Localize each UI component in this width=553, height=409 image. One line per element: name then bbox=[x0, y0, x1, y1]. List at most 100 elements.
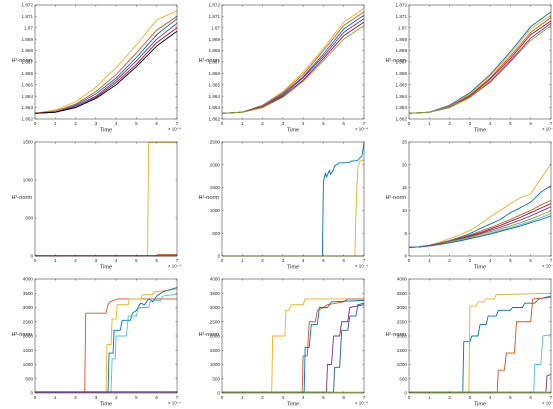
chart-panel-6: 0 1 2 3 4 5 6 7 0 5 10 15 20 25 Time × 10⁻⁴ H¹-norm bbox=[385, 140, 553, 271]
y-tick-label: 3500 bbox=[397, 291, 408, 296]
y-tick-label: 2500 bbox=[397, 319, 408, 324]
y-tick-label: 1.869 bbox=[209, 37, 221, 42]
series-line-8-4 bbox=[222, 304, 365, 393]
series-line-1-3 bbox=[34, 18, 178, 114]
y-tick-label: 1500 bbox=[210, 348, 221, 353]
chart-panel-9: 0 1 2 3 4 5 6 7 0 500 1000 1500 2000 2500 3000 3500 4000… bbox=[385, 277, 553, 408]
x-tick-label: 0 bbox=[221, 395, 224, 400]
x-axis-label: Time bbox=[287, 402, 299, 408]
x-tick-label: 7 bbox=[550, 395, 553, 400]
y-tick-label: 4000 bbox=[397, 277, 408, 282]
x-tick-label: 4 bbox=[302, 258, 305, 263]
y-tick-label: 1000 bbox=[23, 178, 34, 183]
axes-frame bbox=[221, 141, 365, 257]
y-tick-label: 500 bbox=[212, 376, 220, 381]
y-tick-label: 1.865 bbox=[396, 82, 408, 87]
chart-panel-4: 0 1 2 3 4 5 6 7 0 500 1000 1500 Time × 10⁻⁴ H¹-norm bbox=[11, 140, 181, 271]
y-tick-label: 2000 bbox=[210, 162, 221, 167]
series-line-8-3 bbox=[222, 299, 365, 393]
y-tick-label: 1000 bbox=[397, 362, 408, 367]
x-tick-label: 7 bbox=[363, 258, 366, 263]
y-tick-label: 1.862 bbox=[22, 117, 34, 122]
x-tick-label: 6 bbox=[529, 258, 532, 263]
y-tick-label: 1000 bbox=[210, 362, 221, 367]
y-tick-label: 1.867 bbox=[22, 60, 34, 65]
y-tick-label: 1000 bbox=[210, 208, 221, 213]
x-axis-multiplier: × 10⁻⁴ bbox=[355, 264, 368, 269]
y-tick-label: 3000 bbox=[23, 305, 34, 310]
chart-panel-3: 0 1 2 3 4 5 6 7 1.862 1.863 1.864 1.865 1.866 1.867 1.… bbox=[385, 3, 553, 134]
y-tick-label: 0 bbox=[30, 254, 33, 259]
x-tick-label: 2 bbox=[448, 121, 451, 126]
x-axis-multiplier: × 10⁻⁴ bbox=[355, 401, 368, 406]
series-line-2-5 bbox=[221, 21, 365, 114]
x-tick-label: 6 bbox=[155, 121, 158, 126]
x-tick-label: 2 bbox=[74, 121, 77, 126]
series-line-9-3 bbox=[409, 297, 552, 393]
x-tick-label: 6 bbox=[155, 395, 158, 400]
chart-panel-1: 0 1 2 3 4 5 6 7 1.862 1.863 1.864 1.865 1.866 1.867 1.… bbox=[11, 3, 181, 134]
series-line-8-1 bbox=[222, 298, 364, 393]
x-tick-label: 1 bbox=[241, 258, 244, 263]
x-tick-label: 7 bbox=[550, 121, 553, 126]
y-tick-label: 5 bbox=[404, 231, 407, 236]
series-line-2-2 bbox=[221, 11, 365, 114]
y-tick-label: 1.867 bbox=[396, 60, 408, 65]
y-tick-label: 1.864 bbox=[209, 94, 221, 99]
x-tick-label: 6 bbox=[155, 258, 158, 263]
y-tick-label: 0 bbox=[404, 254, 407, 259]
series-line-3-2 bbox=[408, 14, 552, 114]
y-tick-label: 2000 bbox=[23, 334, 34, 339]
series-line-7-1 bbox=[35, 298, 177, 393]
x-tick-label: 7 bbox=[363, 395, 366, 400]
y-tick-label: 1.864 bbox=[396, 94, 408, 99]
x-tick-label: 0 bbox=[221, 121, 224, 126]
x-tick-label: 3 bbox=[282, 258, 285, 263]
x-tick-label: 7 bbox=[176, 121, 179, 126]
y-tick-label: 1.871 bbox=[209, 14, 221, 19]
y-tick-label: 0 bbox=[217, 254, 220, 259]
x-tick-label: 2 bbox=[74, 258, 77, 263]
axes-frame bbox=[408, 278, 552, 394]
x-tick-label: 1 bbox=[241, 395, 244, 400]
y-tick-label: 0 bbox=[404, 391, 407, 396]
x-tick-label: 0 bbox=[408, 121, 411, 126]
x-tick-label: 1 bbox=[54, 258, 57, 263]
y-tick-label: 1.862 bbox=[396, 117, 408, 122]
x-tick-label: 3 bbox=[282, 121, 285, 126]
y-tick-label: 1.868 bbox=[396, 48, 408, 53]
y-tick-label: 2500 bbox=[210, 319, 221, 324]
x-tick-label: 5 bbox=[135, 395, 138, 400]
x-axis-label: Time bbox=[287, 128, 299, 134]
x-tick-label: 5 bbox=[135, 258, 138, 263]
x-tick-label: 6 bbox=[529, 121, 532, 126]
x-tick-label: 3 bbox=[469, 121, 472, 126]
y-axis-label: H¹-norm bbox=[198, 58, 219, 64]
y-tick-label: 1.87 bbox=[398, 25, 407, 30]
x-axis-label: Time bbox=[287, 265, 299, 271]
series-line-6-8 bbox=[408, 215, 552, 248]
x-tick-label: 1 bbox=[54, 121, 57, 126]
y-tick-label: 4000 bbox=[210, 277, 221, 282]
y-axis-label: H¹-norm bbox=[11, 58, 32, 64]
x-tick-label: 4 bbox=[302, 121, 305, 126]
x-tick-label: 2 bbox=[261, 121, 264, 126]
axes-frame bbox=[34, 141, 178, 257]
y-tick-label: 1.866 bbox=[209, 71, 221, 76]
y-tick-label: 3500 bbox=[210, 291, 221, 296]
x-tick-label: 4 bbox=[115, 258, 118, 263]
x-tick-label: 2 bbox=[448, 395, 451, 400]
x-axis-label: Time bbox=[100, 402, 112, 408]
x-tick-label: 3 bbox=[282, 395, 285, 400]
x-tick-label: 5 bbox=[509, 258, 512, 263]
y-tick-label: 1.865 bbox=[209, 82, 221, 87]
y-tick-label: 1.864 bbox=[22, 94, 34, 99]
x-tick-label: 4 bbox=[489, 395, 492, 400]
x-tick-label: 1 bbox=[54, 395, 57, 400]
y-tick-label: 1.862 bbox=[209, 117, 221, 122]
y-tick-label: 2500 bbox=[23, 319, 34, 324]
y-tick-label: 500 bbox=[25, 376, 33, 381]
y-tick-label: 1.869 bbox=[396, 37, 408, 42]
y-tick-label: 1500 bbox=[397, 348, 408, 353]
